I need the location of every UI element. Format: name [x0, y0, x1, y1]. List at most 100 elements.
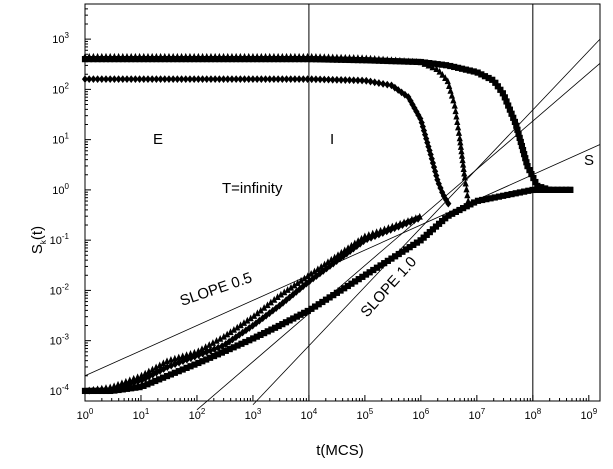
point-diamond: [275, 75, 282, 84]
point-diamond: [149, 75, 156, 84]
point-diamond: [237, 75, 244, 84]
point-triangle: [465, 197, 472, 205]
y-tick-label: 10-3: [50, 333, 70, 348]
point-square: [191, 361, 198, 368]
point-diamond: [434, 175, 441, 184]
point-square: [210, 352, 218, 360]
point-square: [442, 62, 450, 69]
point-diamond: [266, 309, 273, 318]
point-triangle: [271, 295, 278, 303]
point-triangle: [425, 61, 432, 69]
axis-ticks: [84, 8, 590, 401]
point-diamond: [245, 75, 252, 84]
point-triangle: [86, 52, 93, 60]
point-diamond: [286, 293, 293, 302]
point-square: [434, 61, 441, 68]
point-square: [140, 382, 147, 389]
point-triangle: [329, 53, 336, 61]
point-triangle: [270, 52, 278, 60]
point-square: [152, 377, 159, 385]
point-diamond: [423, 134, 430, 143]
point-square: [388, 255, 395, 262]
point-square: [460, 205, 467, 212]
point-diamond: [183, 355, 190, 364]
point-square: [481, 73, 489, 80]
point-triangle: [455, 129, 463, 136]
point-square: [546, 186, 553, 193]
y-tick-label: 10-1: [50, 232, 70, 247]
point-square: [534, 182, 541, 190]
point-triangle: [358, 54, 366, 62]
point-diamond: [186, 75, 194, 84]
point-diamond: [165, 75, 173, 84]
point-square: [128, 385, 135, 392]
point-triangle: [142, 369, 149, 377]
point-square: [171, 369, 178, 376]
reference-lines: [84, 38, 601, 411]
point-square: [512, 190, 519, 197]
point-triangle: [297, 276, 305, 284]
point-triangle: [94, 52, 101, 60]
point-triangle: [140, 52, 147, 60]
point-square: [470, 199, 478, 206]
point-triangle: [186, 52, 194, 60]
point-square: [470, 68, 477, 75]
point-diamond: [98, 75, 105, 84]
point-diamond: [353, 242, 360, 251]
point-triangle: [266, 52, 273, 60]
point-square: [395, 250, 402, 258]
point-diamond: [411, 104, 418, 112]
point-square: [511, 118, 519, 126]
point-triangle: [447, 86, 454, 94]
point-triangle: [284, 286, 291, 293]
point-diamond: [346, 76, 353, 85]
point-diamond: [168, 361, 175, 370]
point-triangle: [254, 52, 261, 60]
point-diamond: [90, 75, 97, 84]
point-square: [261, 330, 268, 337]
point-triangle: [460, 165, 467, 173]
point-square: [499, 90, 506, 97]
point-triangle: [346, 53, 353, 61]
point-square: [238, 340, 245, 347]
point-square: [525, 187, 532, 194]
point-triangle: [287, 52, 294, 60]
point-triangle: [454, 123, 462, 131]
point-square: [467, 201, 474, 208]
point-triangle: [300, 52, 307, 60]
point-triangle: [240, 319, 248, 326]
point-diamond: [387, 225, 394, 234]
point-triangle: [457, 138, 464, 146]
y-tick-label: 100: [52, 182, 69, 197]
point-triangle: [107, 52, 114, 60]
reference-line: [252, 38, 601, 406]
point-triangle: [165, 52, 173, 60]
point-triangle: [261, 304, 268, 311]
point-diamond: [325, 75, 332, 84]
point-square: [517, 138, 524, 146]
point-triangle: [458, 147, 465, 155]
point-square: [175, 368, 182, 375]
point-triangle: [198, 345, 206, 353]
point-diamond: [175, 358, 183, 367]
point-diamond: [102, 385, 110, 394]
point-triangle: [413, 58, 420, 65]
point-triangle: [199, 52, 206, 60]
point-triangle: [350, 54, 357, 61]
label-slope-0-5: SLOPE 0.5: [178, 269, 254, 310]
point-triangle: [157, 52, 164, 60]
point-diamond: [367, 233, 375, 242]
point-square: [183, 364, 190, 371]
point-diamond: [157, 75, 164, 84]
point-square: [505, 102, 512, 109]
point-square: [167, 371, 175, 378]
point-square: [282, 319, 290, 326]
point-diamond: [407, 96, 414, 105]
point-triangle: [464, 191, 471, 199]
point-diamond: [212, 75, 219, 84]
point-triangle: [396, 56, 403, 64]
point-triangle: [317, 53, 324, 60]
point-diamond: [420, 126, 428, 135]
point-square: [214, 351, 222, 358]
x-tick-label: 105: [357, 407, 374, 422]
